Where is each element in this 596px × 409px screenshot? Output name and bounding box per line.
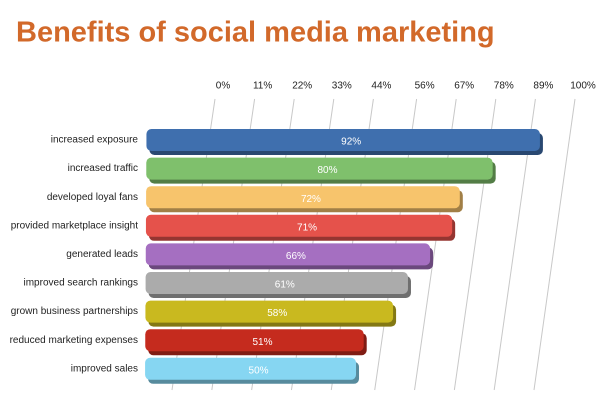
bar: [145, 243, 431, 266]
value-label: 51%: [252, 337, 272, 348]
x-tick-label: 22%: [292, 81, 312, 92]
bar: [145, 357, 357, 380]
bar: [145, 214, 453, 237]
value-label: 61%: [275, 280, 295, 291]
category-label: increased exposure: [51, 135, 139, 146]
grid-line: [533, 98, 576, 391]
category-label: developed loyal fans: [47, 192, 138, 203]
category-label: reduced marketing expenses: [10, 335, 138, 346]
bar: [146, 129, 540, 151]
value-label: 71%: [297, 222, 317, 233]
value-label: 72%: [301, 194, 321, 205]
category-label: generated leads: [66, 249, 138, 260]
x-tick-label: 56%: [415, 81, 435, 92]
category-label: improved sales: [71, 363, 138, 374]
category-label: improved search rankings: [24, 278, 139, 289]
value-label: 80%: [317, 165, 337, 176]
chart-title: Benefits of social media marketing: [16, 17, 495, 49]
x-tick-label: 78%: [494, 81, 514, 92]
value-label: 58%: [267, 308, 287, 319]
value-label: 92%: [341, 137, 361, 148]
x-tick-label: 33%: [332, 81, 352, 92]
category-label: provided marketplace insight: [11, 220, 139, 231]
value-label: 50%: [249, 365, 269, 376]
bar: [146, 157, 493, 180]
bar: [145, 329, 364, 352]
bar: [146, 186, 460, 209]
category-label: increased traffic: [68, 163, 138, 174]
x-tick-label: 89%: [533, 81, 553, 92]
category-label: grown business partnerships: [11, 306, 138, 317]
x-tick-label: 67%: [454, 81, 474, 92]
bar: [145, 272, 408, 294]
value-label: 66%: [286, 251, 306, 262]
bar: [145, 300, 394, 323]
x-tick-label: 100%: [570, 81, 596, 92]
x-tick-label: 44%: [371, 81, 391, 92]
x-tick-label: 0%: [216, 81, 231, 92]
x-tick-label: 11%: [253, 81, 272, 92]
